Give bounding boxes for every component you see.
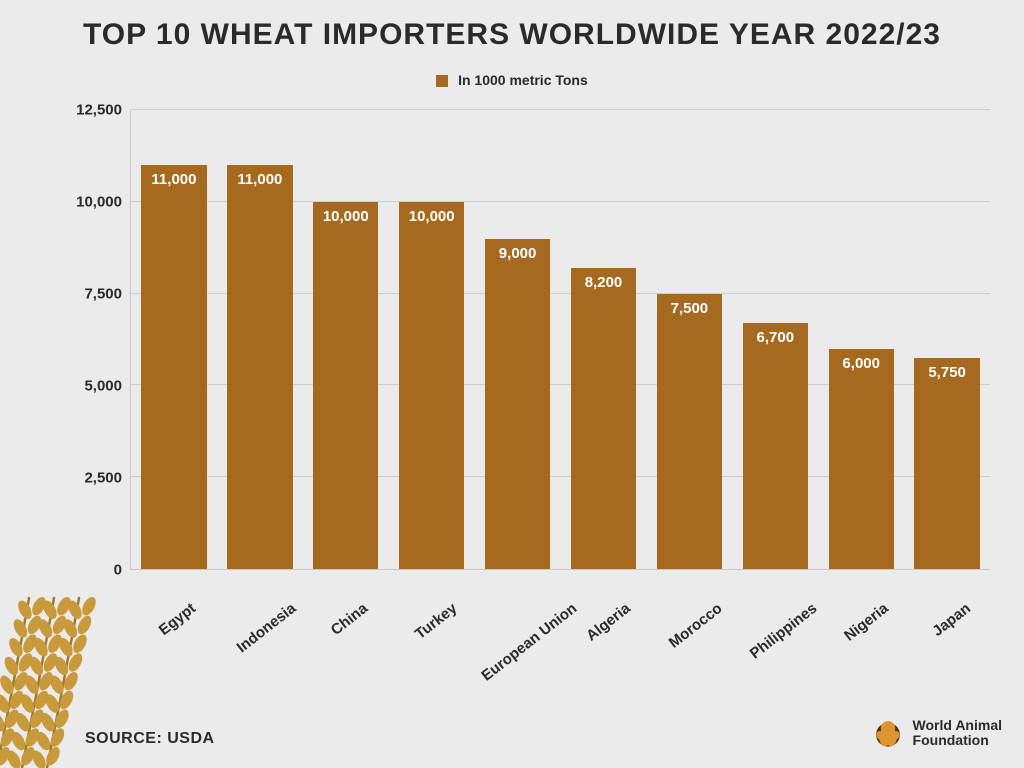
x-axis-label: Turkey <box>412 600 460 643</box>
brand-block: World Animal Foundation <box>871 716 1002 750</box>
bar: 6,000 <box>829 349 894 569</box>
brand-line-2: Foundation <box>913 733 1002 748</box>
x-label-slot: European Union <box>474 570 560 680</box>
bar-value-label: 6,700 <box>757 329 795 346</box>
legend-swatch <box>436 75 448 87</box>
brand-line-1: World Animal <box>913 718 1002 733</box>
x-label-slot: Nigeria <box>818 570 904 680</box>
bar-slot: 10,000 <box>389 110 475 569</box>
bar: 8,200 <box>571 268 636 569</box>
bar-value-label: 5,750 <box>928 364 966 381</box>
x-label-slot: Morocco <box>646 570 732 680</box>
bar: 9,000 <box>485 239 550 569</box>
x-axis-label: Philippines <box>747 600 821 663</box>
plot-area: 11,000 11,000 10,000 10,000 9,000 8,200 7,500 6… <box>130 110 990 570</box>
y-tick-label: 10,000 <box>76 194 122 211</box>
bar-slot: 8,200 <box>561 110 647 569</box>
x-label-slot: Turkey <box>388 570 474 680</box>
bar-slot: 11,000 <box>131 110 217 569</box>
bar: 11,000 <box>141 165 206 569</box>
x-axis-label: Nigeria <box>841 600 892 645</box>
chart-area: 02,5005,0007,50010,00012,500 11,00011,00… <box>70 110 990 570</box>
bar-slot: 7,500 <box>646 110 732 569</box>
bar-value-label: 10,000 <box>409 208 455 225</box>
bar: 6,700 <box>743 323 808 569</box>
bars-container: 11,000 11,000 10,000 10,000 9,000 8,200 7,500 6… <box>131 110 990 569</box>
y-tick-label: 2,500 <box>84 470 122 487</box>
chart-title: TOP 10 WHEAT IMPORTERS WORLDWIDE YEAR 20… <box>0 0 1024 52</box>
x-label-slot: Japan <box>904 570 990 680</box>
bar-slot: 10,000 <box>303 110 389 569</box>
x-axis-label: Egypt <box>156 600 199 639</box>
bar: 5,750 <box>914 358 979 569</box>
x-label-slot: Philippines <box>732 570 818 680</box>
x-label-slot: Algeria <box>560 570 646 680</box>
legend: In 1000 metric Tons <box>0 72 1024 88</box>
x-axis-label: Morocco <box>666 600 726 652</box>
bar-value-label: 11,000 <box>237 171 282 188</box>
legend-label: In 1000 metric Tons <box>458 72 588 88</box>
x-label-slot: Egypt <box>130 570 216 680</box>
bar-value-label: 8,200 <box>585 274 623 291</box>
source-label: SOURCE: USDA <box>85 730 215 748</box>
x-label-slot: Indonesia <box>216 570 302 680</box>
bar-value-label: 7,500 <box>671 300 709 317</box>
bar-value-label: 6,000 <box>842 355 880 372</box>
bar: 7,500 <box>657 294 722 569</box>
x-label-slot: China <box>302 570 388 680</box>
y-tick-label: 7,500 <box>84 286 122 303</box>
y-axis: 02,5005,0007,50010,00012,500 <box>70 110 130 570</box>
bar: 10,000 <box>399 202 464 569</box>
y-tick-label: 12,500 <box>76 102 122 119</box>
x-axis-label: China <box>328 600 371 639</box>
bar: 11,000 <box>227 165 292 569</box>
bar-slot: 6,000 <box>818 110 904 569</box>
bar-value-label: 9,000 <box>499 245 537 262</box>
x-axis-label: Indonesia <box>234 600 300 657</box>
x-axis-label: Algeria <box>583 600 634 645</box>
bar-slot: 9,000 <box>475 110 561 569</box>
x-axis-label: Japan <box>929 600 974 640</box>
y-tick-label: 5,000 <box>84 378 122 395</box>
bar: 10,000 <box>313 202 378 569</box>
brand-text: World Animal Foundation <box>913 718 1002 747</box>
bar-value-label: 10,000 <box>323 208 369 225</box>
brand-logo-icon <box>871 716 905 750</box>
x-axis-labels: Egypt Indonesia China Turkey European Union A… <box>130 570 990 680</box>
bar-value-label: 11,000 <box>151 171 196 188</box>
bar-slot: 6,700 <box>732 110 818 569</box>
y-tick-label: 0 <box>114 562 122 579</box>
bar-slot: 11,000 <box>217 110 303 569</box>
bar-slot: 5,750 <box>904 110 990 569</box>
